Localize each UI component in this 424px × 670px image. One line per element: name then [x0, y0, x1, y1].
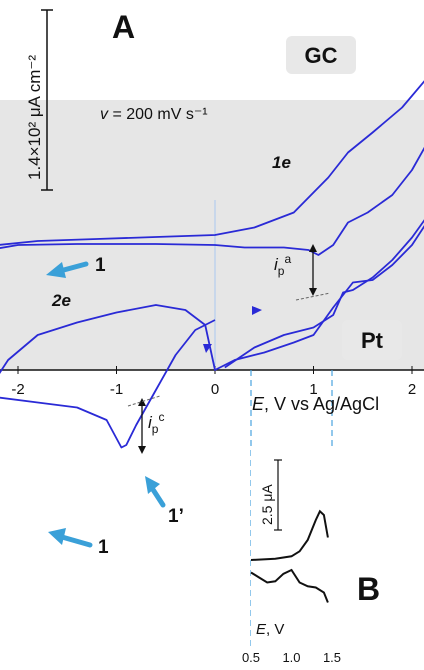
peak-label-1-prime: 1’	[168, 506, 184, 527]
cv-trace-2	[0, 146, 424, 256]
inset-scale-label: 2.5 μA	[259, 484, 275, 525]
x-tick-label: -2	[11, 381, 24, 398]
scan-rate-label: v = 200 mV s⁻¹	[100, 106, 208, 123]
inset-chart: 2.5 μA E, V 0.5 1.0 1.5	[242, 450, 341, 665]
electrode-label-pt: Pt	[361, 328, 384, 353]
inset-trace-2	[250, 568, 329, 603]
peak-label-1: 1	[95, 255, 106, 276]
inset-tick-labels: 0.5 1.0 1.5	[242, 650, 341, 665]
x-tick-label: -1	[110, 381, 123, 398]
ipc-arrowhead-bottom	[138, 446, 146, 454]
inset-x-label: E, V	[256, 621, 284, 638]
electrode-label-gc: GC	[305, 43, 338, 68]
inset-x-tick-label: 1.0	[282, 650, 300, 665]
ipa-arrowhead-bottom	[309, 288, 317, 296]
label-2e: 2e	[51, 291, 71, 310]
ipc-arrowhead-top	[138, 398, 146, 406]
inset-frame	[251, 450, 339, 646]
scale-bar-label: 1.4×10² μA cm⁻²	[25, 55, 44, 180]
cv-trace-4	[0, 319, 216, 449]
trace-group	[0, 80, 424, 449]
inset-traces	[250, 509, 329, 603]
ipc-label: ipc	[148, 410, 164, 436]
cv-trace-3	[224, 219, 424, 369]
ipa-baseline	[295, 292, 331, 301]
x-axis-label: E, V vs Ag/AgCl	[252, 394, 379, 414]
panel-label-b: B	[357, 571, 380, 607]
electrode-box-gc	[286, 36, 356, 74]
pointer-arrow-1-lower-head	[48, 528, 66, 545]
x-tick-label: 0	[211, 381, 219, 398]
panel-label-a: A	[112, 9, 135, 45]
ipc-baseline	[127, 395, 161, 407]
x-tick-labels: -2 -1 0 1 2	[11, 366, 416, 398]
x-tick-label: 2	[408, 381, 416, 398]
scan-direction-arrow-right	[252, 306, 262, 315]
inset-x-tick-label: 1.5	[323, 650, 341, 665]
pointer-arrow-1-shaft	[57, 261, 89, 274]
ipa-label: ipa	[274, 252, 291, 278]
pointer-arrow-1-head	[46, 262, 66, 278]
scan-direction-arrow-down	[203, 344, 212, 353]
pointer-arrow-1-prime-shaft	[149, 485, 166, 508]
ipa-arrowhead-top	[309, 244, 317, 252]
inset-trace-1	[250, 509, 329, 561]
electrode-box-pt	[342, 320, 402, 360]
pointer-arrow-1-prime-head	[145, 476, 160, 494]
cv-trace-5	[0, 225, 424, 375]
cv-trace-1	[0, 80, 424, 246]
inset-x-tick-label: 0.5	[242, 650, 260, 665]
x-tick-label: 1	[309, 381, 317, 398]
peak-label-1-lower: 1	[98, 537, 109, 558]
label-1e: 1e	[272, 153, 291, 172]
pointer-arrow-1-lower-shaft	[59, 534, 93, 548]
